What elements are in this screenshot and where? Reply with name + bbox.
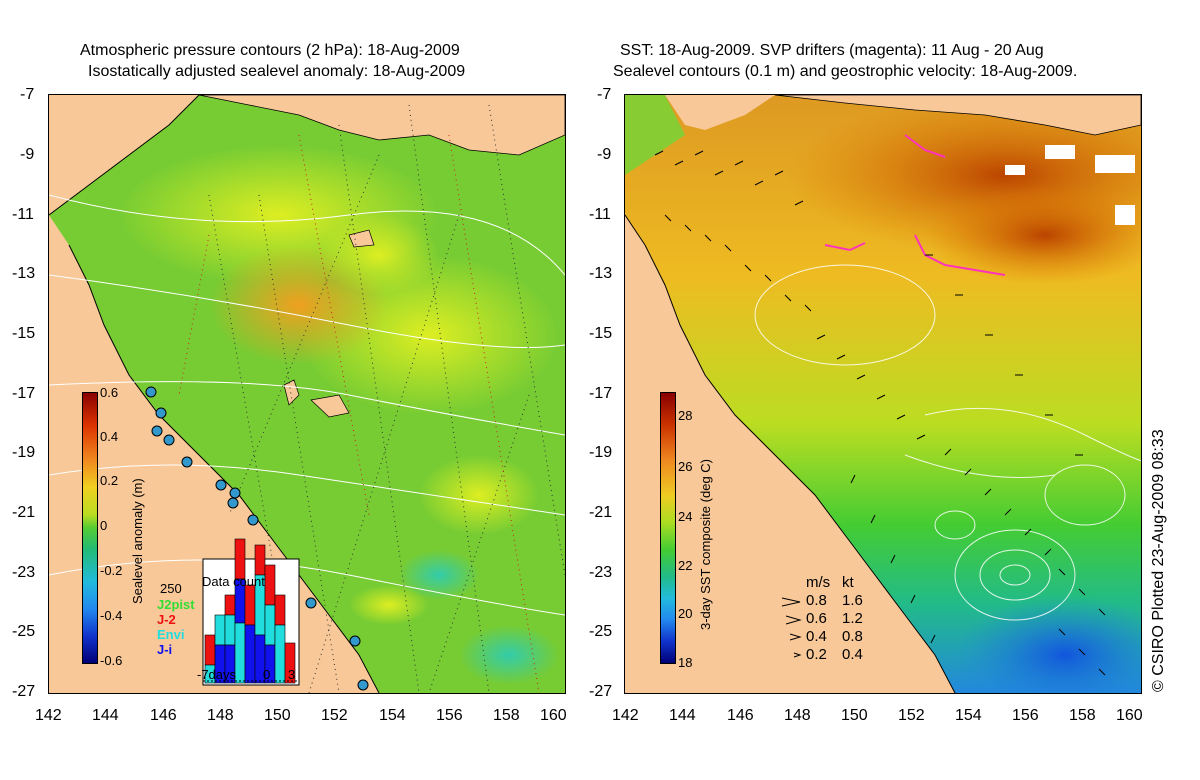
histogram-xlabel-start: -7days <box>197 667 237 682</box>
left-lat-tick: -11 <box>12 206 34 223</box>
right-lat-tick: -19 <box>589 444 613 461</box>
left-lat-tick: -15 <box>12 325 36 342</box>
sla-tick-6: -0.4 <box>100 608 123 623</box>
right-lat-tick: -27 <box>589 683 613 700</box>
right-title-line1: SST: 18-Aug-2009. SVP drifters (magenta)… <box>620 42 1044 59</box>
left-lat-tick: -7 <box>20 86 35 103</box>
right-lat-tick: -9 <box>597 146 612 163</box>
left-lon-tick: 150 <box>264 707 291 724</box>
right-lon-tick: 152 <box>898 707 925 724</box>
right-lon-tick: 154 <box>955 707 982 724</box>
sst-tick-2: 26 <box>678 459 693 474</box>
velocity-kt-1: 1.6 <box>842 592 863 609</box>
velocity-ms-1: 0.8 <box>806 592 827 609</box>
velocity-kt-3: 0.8 <box>842 628 863 645</box>
left-lon-tick: 158 <box>493 707 520 724</box>
arrow-06-icon <box>785 615 802 625</box>
legend-ji: J-i <box>157 642 173 657</box>
sst-tick-3: 24 <box>678 509 693 524</box>
right-lat-tick: -7 <box>597 86 612 103</box>
left-lat-tick: -21 <box>12 504 36 521</box>
sst-tick-1: 28 <box>678 408 693 423</box>
sla-tick-7: -0.6 <box>100 653 123 668</box>
velocity-kt-2: 1.2 <box>842 610 863 627</box>
left-lon-tick: 142 <box>35 707 62 724</box>
left-lat-tick: -13 <box>12 265 36 282</box>
right-lon-tick: 142 <box>612 707 639 724</box>
right-lat-tick: -13 <box>589 265 613 282</box>
arrow-02-icon <box>793 652 802 658</box>
right-lat-tick: -23 <box>589 564 613 581</box>
sst-colorbar-label: 3-day SST composite (deg C) <box>698 459 713 630</box>
histogram-max-label: 250 <box>160 581 182 596</box>
data-count-histogram <box>159 535 309 693</box>
legend-envi: Envi <box>157 627 185 642</box>
left-lat-tick: -19 <box>12 444 36 461</box>
right-lon-tick: 148 <box>784 707 811 724</box>
right-lon-tick: 160 <box>1116 707 1143 724</box>
sst-tick-4: 22 <box>678 558 693 573</box>
velocity-ms-4: 0.2 <box>806 646 827 663</box>
velocity-ms-3: 0.4 <box>806 628 827 645</box>
histogram-title: Data count <box>202 574 265 589</box>
right-lon-tick: 146 <box>727 707 754 724</box>
left-map <box>48 94 566 694</box>
sla-tick-2: 0.4 <box>100 429 119 444</box>
left-lat-tick: -23 <box>12 564 36 581</box>
left-lon-tick: 144 <box>92 707 119 724</box>
right-lat-tick: -25 <box>589 623 613 640</box>
left-lon-tick: 160 <box>540 707 567 724</box>
sla-tick-3: 0.2 <box>100 473 119 488</box>
copyright-stamp: © CSIRO Plotted 23-Aug-2009 08:33 <box>1150 429 1167 692</box>
velocity-header-kt: kt <box>842 574 854 591</box>
sla-tick-5: -0.2 <box>100 563 123 578</box>
left-lat-tick: -17 <box>12 385 36 402</box>
sla-tick-1: 0.6 <box>100 385 119 400</box>
sst-tick-6: 18 <box>678 655 693 670</box>
left-title-line2: Isostatically adjusted sealevel anomaly:… <box>88 63 466 80</box>
left-lat-tick: -27 <box>12 683 36 700</box>
right-lat-tick: -11 <box>589 206 611 223</box>
left-lat-tick: -25 <box>12 623 36 640</box>
left-lon-tick: 152 <box>321 707 348 724</box>
sla-colorbar-label: Sealevel anomaly (m) <box>130 478 145 604</box>
right-lat-tick: -15 <box>589 325 613 342</box>
velocity-kt-4: 0.4 <box>842 646 863 663</box>
left-title-line1: Atmospheric pressure contours (2 hPa): 1… <box>80 42 460 59</box>
right-lon-tick: 156 <box>1012 707 1039 724</box>
velocity-ms-2: 0.6 <box>806 610 827 627</box>
left-lon-tick: 146 <box>150 707 177 724</box>
arrow-04-icon <box>789 633 802 641</box>
sla-colorbar <box>82 392 98 664</box>
right-lon-tick: 144 <box>669 707 696 724</box>
right-lat-tick: -17 <box>589 385 613 402</box>
right-title-line2: Sealevel contours (0.1 m) and geostrophi… <box>613 63 1078 80</box>
left-lat-tick: -9 <box>20 146 35 163</box>
sla-tick-4: 0 <box>100 518 108 533</box>
histogram-bars <box>202 538 300 686</box>
right-lon-tick: 158 <box>1069 707 1096 724</box>
velocity-arrow-icons <box>781 597 802 658</box>
sst-colorbar <box>660 392 676 664</box>
right-lon-tick: 150 <box>841 707 868 724</box>
arrow-08-icon <box>781 597 801 607</box>
sst-map <box>625 95 1141 693</box>
right-lat-tick: -21 <box>589 504 613 521</box>
velocity-header-ms: m/s <box>806 574 831 591</box>
legend-j2pist: J2pist <box>157 597 195 612</box>
histogram-xlabel-end: 3 <box>288 667 296 682</box>
left-lon-tick: 148 <box>207 707 234 724</box>
right-map <box>624 94 1142 694</box>
left-lon-tick: 156 <box>436 707 463 724</box>
sst-tick-5: 20 <box>678 606 693 621</box>
left-lon-tick: 154 <box>379 707 406 724</box>
sea-level-anomaly-map <box>49 95 565 693</box>
legend-j2: J-2 <box>157 612 176 627</box>
histogram-xlabel-zero: 0 <box>263 667 271 682</box>
